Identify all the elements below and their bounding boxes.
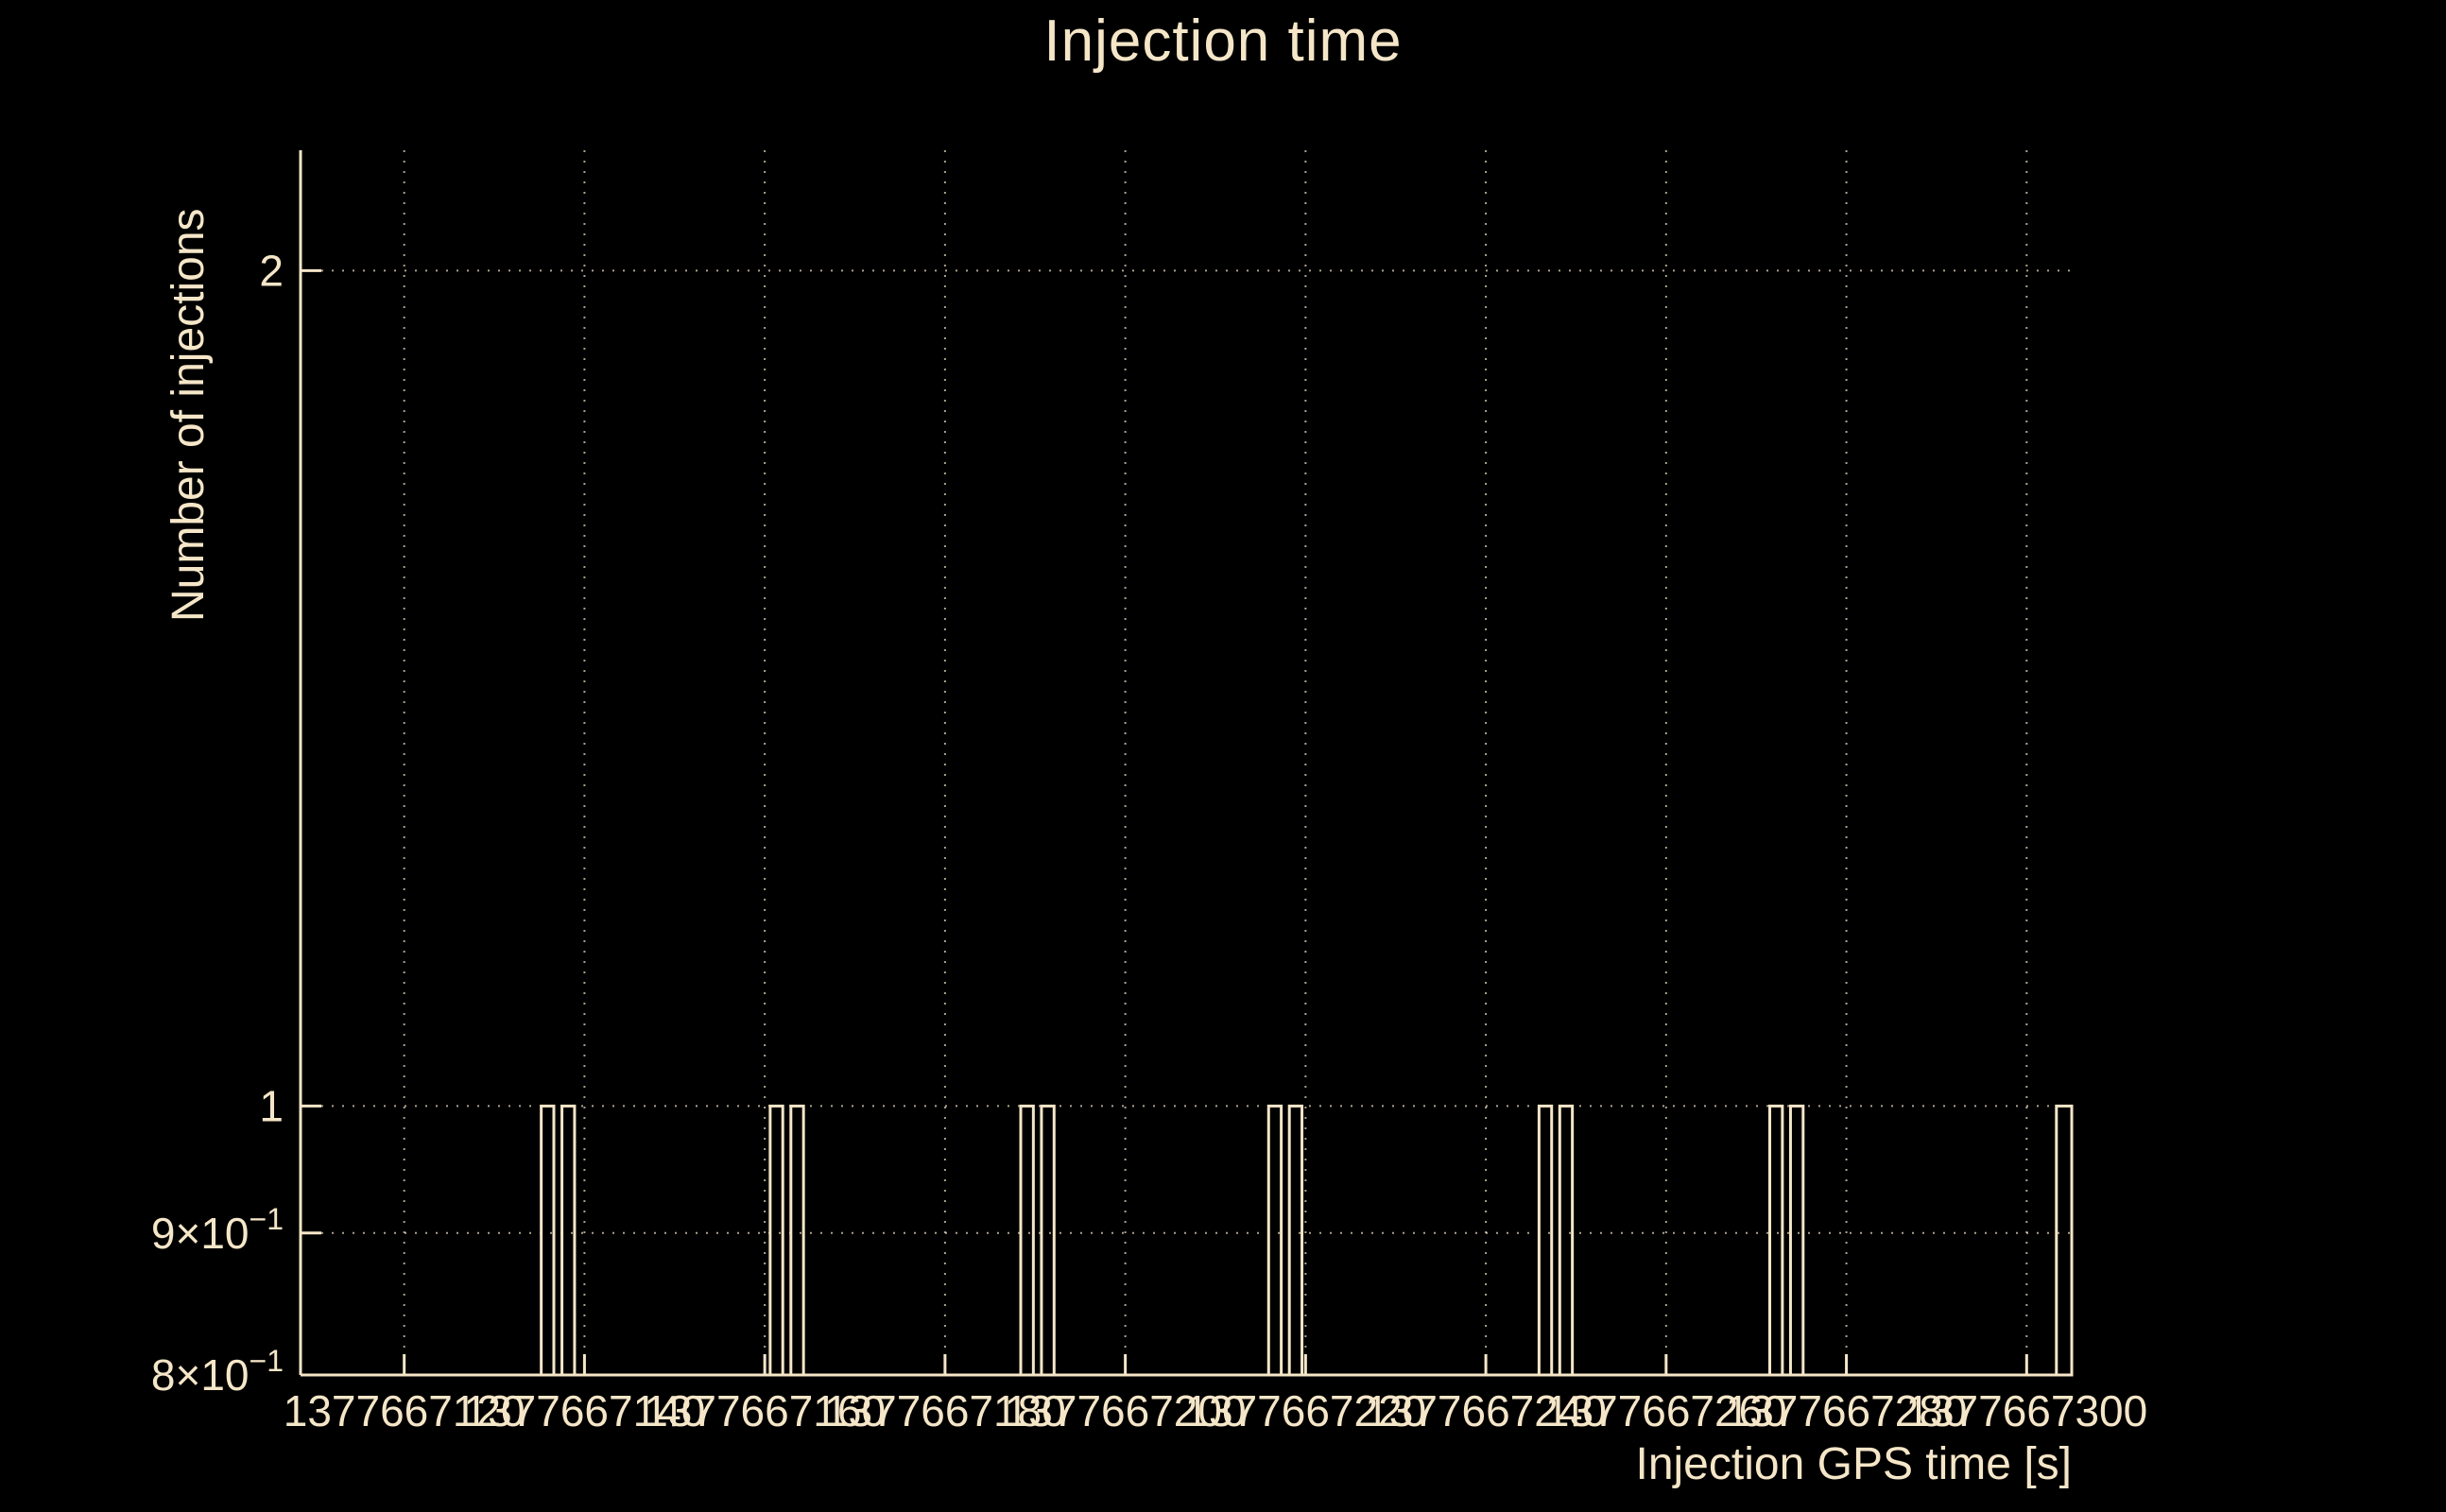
histogram-bar [1040,1104,1056,1377]
histogram-bar [1287,1104,1304,1377]
x-tick-label: 1377667120 [284,1386,525,1435]
x-tick-label: 1377667180 [824,1386,1066,1435]
histogram-bar [789,1104,805,1377]
histogram-bar [1768,1104,1784,1377]
x-tick-label: 1377667260 [1545,1386,1787,1435]
x-tick-label: 1377667220 [1184,1386,1426,1435]
x-tick-label: 1377667200 [1005,1386,1247,1435]
x-tick-label: 1377667300 [1905,1386,2147,1435]
histogram-bar [2055,1104,2074,1377]
x-tick-label: 1377667140 [463,1386,705,1435]
x-tick-label: 1377667280 [1726,1386,1968,1435]
x-axis-title: Injection GPS time [s] [1635,1439,2072,1489]
x-tick-label: 1377667160 [644,1386,886,1435]
histogram-bar [1788,1104,1805,1377]
histogram-bar [1019,1104,1035,1377]
y-tick-label: 1 [259,1081,284,1130]
histogram-bar [768,1104,784,1377]
histogram-bar [1266,1104,1283,1377]
chart-title: Injection time [1043,9,1403,74]
histogram-bar [1558,1104,1575,1377]
y-tick-label: 9×10−1 [151,1202,284,1258]
histogram-bar [1537,1104,1554,1377]
histogram-bar [540,1104,556,1377]
x-tick-label: 1377667240 [1365,1386,1607,1435]
histogram-bar [560,1104,577,1377]
y-tick-label: 2 [259,246,284,295]
y-tick-label: 8×10−1 [151,1344,284,1400]
